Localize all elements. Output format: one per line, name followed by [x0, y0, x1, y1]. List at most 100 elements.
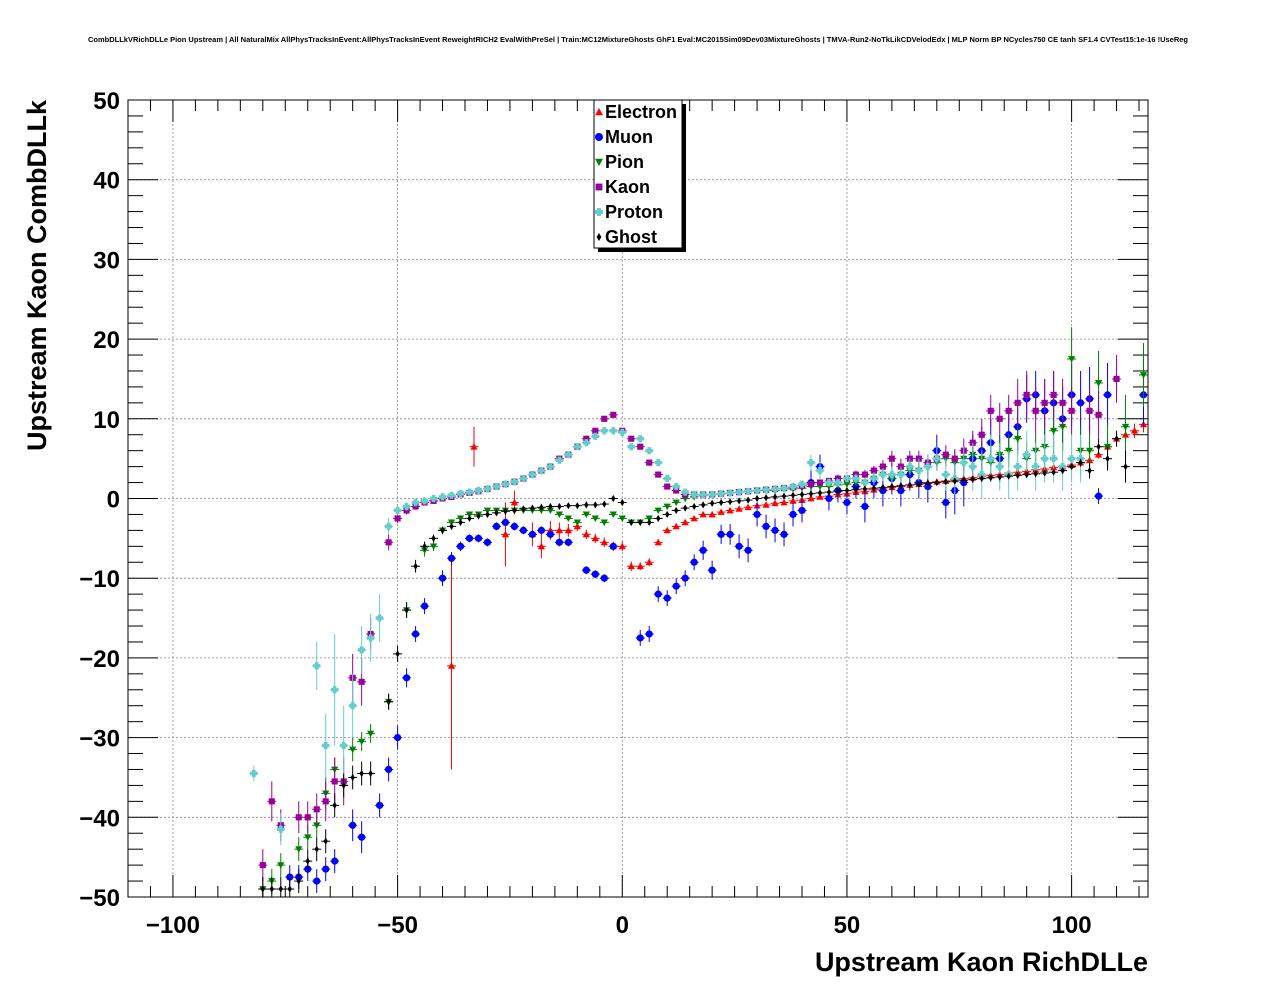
data-point [537, 542, 545, 550]
data-point [331, 686, 339, 694]
data-point [636, 435, 644, 443]
data-point [627, 443, 635, 451]
data-point [861, 502, 869, 511]
data-point [673, 487, 680, 494]
data-point [825, 494, 833, 503]
data-point [889, 482, 895, 491]
data-point [807, 459, 815, 467]
data-point [1139, 372, 1148, 379]
data-point [501, 530, 510, 538]
data-point [979, 474, 984, 483]
data-point [997, 473, 1002, 481]
series-ghost [258, 430, 1131, 897]
data-point [654, 459, 662, 467]
data-point [898, 482, 904, 490]
data-point [663, 474, 671, 483]
data-point [826, 488, 832, 496]
y-tick-label: 30 [93, 247, 120, 274]
data-point [969, 463, 977, 471]
data-point [573, 519, 581, 527]
data-point [807, 481, 815, 488]
data-point [438, 574, 447, 582]
data-point [916, 480, 921, 488]
data-point [528, 530, 537, 538]
data-point [456, 490, 465, 498]
data-point [843, 498, 851, 507]
data-point [1023, 451, 1031, 459]
data-point [808, 490, 814, 498]
data-point [592, 427, 599, 434]
data-point [537, 526, 545, 534]
data-point [717, 530, 725, 538]
data-point [987, 455, 995, 463]
data-point [1103, 391, 1112, 399]
data-point [510, 478, 519, 486]
data-point [411, 630, 420, 638]
data-point [440, 526, 445, 534]
data-point [609, 542, 617, 550]
data-point [618, 542, 626, 550]
data-point [485, 510, 490, 519]
chart-title: CombDLLkVRichDLLe Pion Upstream | All Na… [88, 35, 1188, 44]
data-point [789, 482, 797, 491]
data-point [843, 481, 851, 488]
data-point [924, 463, 932, 471]
data-point [780, 498, 788, 506]
data-point [1114, 435, 1119, 443]
data-point [629, 518, 634, 527]
data-point [323, 837, 328, 845]
data-point [1015, 471, 1020, 479]
x-tick-label: −100 [146, 912, 200, 939]
data-point [259, 862, 266, 869]
data-point [449, 522, 454, 530]
data-point [429, 543, 438, 550]
data-point [582, 511, 590, 519]
data-point [942, 470, 950, 479]
data-point [385, 539, 392, 546]
data-point [456, 515, 465, 523]
data-point [699, 546, 707, 554]
data-point [753, 486, 761, 495]
data-point [637, 443, 644, 450]
data-point [601, 415, 608, 422]
data-point [340, 741, 348, 750]
data-point [852, 474, 860, 483]
data-point [961, 476, 966, 484]
data-point [1094, 492, 1103, 500]
data-point [564, 515, 572, 523]
data-point [404, 606, 409, 614]
data-point [665, 510, 670, 519]
data-point [1096, 443, 1101, 451]
data-point [277, 862, 285, 869]
data-point [708, 490, 716, 499]
data-point [331, 778, 338, 785]
data-point [349, 746, 357, 754]
data-point [1059, 423, 1067, 431]
data-point [600, 538, 608, 546]
data-point [726, 489, 734, 497]
data-point [385, 522, 393, 530]
data-point [692, 502, 697, 511]
y-tick-label: 10 [93, 407, 120, 434]
data-points [249, 327, 1148, 897]
data-point [762, 522, 770, 530]
data-point [690, 514, 698, 522]
data-point [654, 590, 662, 598]
data-point [618, 428, 626, 436]
series-muon [285, 363, 1148, 894]
data-point [627, 562, 635, 570]
data-point [322, 741, 330, 750]
data-point [1032, 463, 1040, 471]
data-point [519, 526, 528, 534]
data-point [555, 526, 563, 534]
data-point [1032, 407, 1039, 414]
data-point [1068, 407, 1075, 414]
data-point [494, 509, 499, 517]
data-point [501, 518, 510, 527]
data-point [1130, 427, 1139, 434]
data-point [726, 530, 734, 538]
data-point [709, 499, 715, 507]
data-point [465, 511, 474, 519]
data-point [429, 494, 438, 503]
data-point [447, 519, 456, 527]
